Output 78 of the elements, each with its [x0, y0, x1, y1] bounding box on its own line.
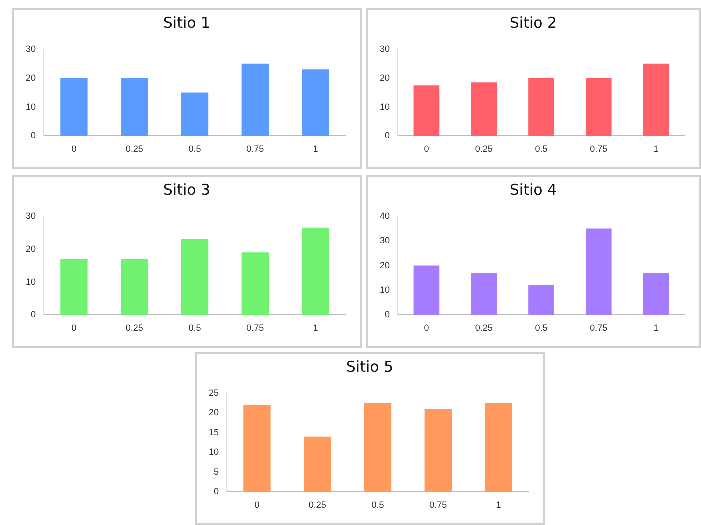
x-tick-label: 1	[313, 144, 318, 154]
y-tick-label: 20	[380, 72, 390, 83]
bar	[364, 403, 392, 492]
bar	[242, 64, 269, 136]
y-tick-label: 25	[208, 388, 220, 398]
bar	[528, 286, 554, 316]
bar	[60, 78, 88, 136]
y-tick-label: 20	[380, 260, 390, 270]
bar	[121, 78, 148, 136]
y-tick-label: 20	[208, 408, 220, 418]
x-tick-label: 1	[654, 144, 659, 154]
y-tick-label: 0	[384, 130, 390, 141]
bar	[60, 259, 88, 316]
x-tick-label: 0.5	[188, 144, 202, 154]
bar	[586, 78, 612, 136]
x-tick-label: 0.75	[590, 323, 608, 334]
x-tick-label: 0.5	[372, 500, 384, 510]
x-tick-label: 0.25	[126, 323, 144, 334]
y-tick-label: 40	[380, 210, 390, 221]
y-tick-label: 5	[214, 466, 220, 477]
y-tick-label: 30	[380, 44, 390, 54]
bar	[643, 273, 670, 316]
chart-title: Sitio 4	[508, 180, 558, 201]
x-tick-label: 0.75	[246, 144, 264, 154]
y-tick-label: 10	[380, 102, 390, 112]
x-tick-label: 0.25	[475, 144, 493, 154]
x-tick-label: 1	[313, 323, 318, 334]
bar	[121, 259, 148, 316]
x-tick-label: 1	[654, 323, 659, 334]
y-tick-label: 10	[26, 276, 36, 287]
y-tick-label: 0	[214, 486, 220, 497]
bar	[414, 266, 440, 316]
x-tick-label: 0.5	[188, 323, 202, 334]
y-tick-label: 10	[380, 284, 390, 295]
y-tick-label: 10	[26, 102, 36, 112]
x-tick-label: 0.25	[308, 500, 326, 510]
y-tick-label: 10	[208, 447, 220, 458]
x-tick-label: 0	[424, 323, 430, 334]
y-tick-label: 30	[26, 210, 36, 221]
x-tick-label: 0.5	[535, 323, 548, 334]
x-tick-label: 0.75	[590, 144, 608, 154]
x-tick-label: 0	[72, 323, 77, 334]
y-tick-label: 0	[30, 130, 36, 141]
bar	[471, 82, 498, 136]
bar	[643, 64, 670, 136]
x-tick-label: 0.75	[246, 323, 264, 334]
bar	[181, 92, 209, 136]
chart-title: Sitio 1	[162, 13, 212, 34]
chart-title: Sitio 3	[162, 180, 212, 201]
y-tick-label: 0	[30, 310, 36, 320]
bar	[242, 252, 269, 316]
bar	[485, 403, 512, 492]
y-tick-label: 20	[26, 72, 36, 83]
bar	[414, 86, 440, 136]
x-tick-label: 0	[424, 144, 430, 154]
bar	[471, 273, 498, 316]
bar	[304, 436, 332, 492]
x-tick-label: 1	[496, 500, 502, 510]
bar	[424, 409, 452, 492]
y-tick-label: 30	[380, 236, 390, 246]
chart-title: Sitio 2	[508, 13, 558, 34]
x-tick-label: 0.5	[535, 144, 548, 154]
x-tick-label: 0.75	[430, 500, 448, 510]
x-tick-label: 0.25	[475, 323, 493, 334]
y-tick-label: 30	[26, 44, 36, 54]
bar	[528, 78, 554, 136]
bar	[181, 239, 209, 316]
x-tick-label: 0	[72, 144, 77, 154]
bar	[244, 405, 271, 492]
y-tick-label: 0	[384, 310, 390, 320]
bar	[302, 70, 330, 136]
bar	[302, 228, 330, 316]
y-tick-label: 15	[208, 427, 220, 438]
y-tick-label: 20	[26, 244, 36, 254]
x-tick-label: 0.25	[126, 144, 144, 154]
chart-title: Sitio 5	[345, 357, 395, 378]
x-tick-label: 0	[254, 500, 260, 510]
bar	[586, 228, 612, 316]
